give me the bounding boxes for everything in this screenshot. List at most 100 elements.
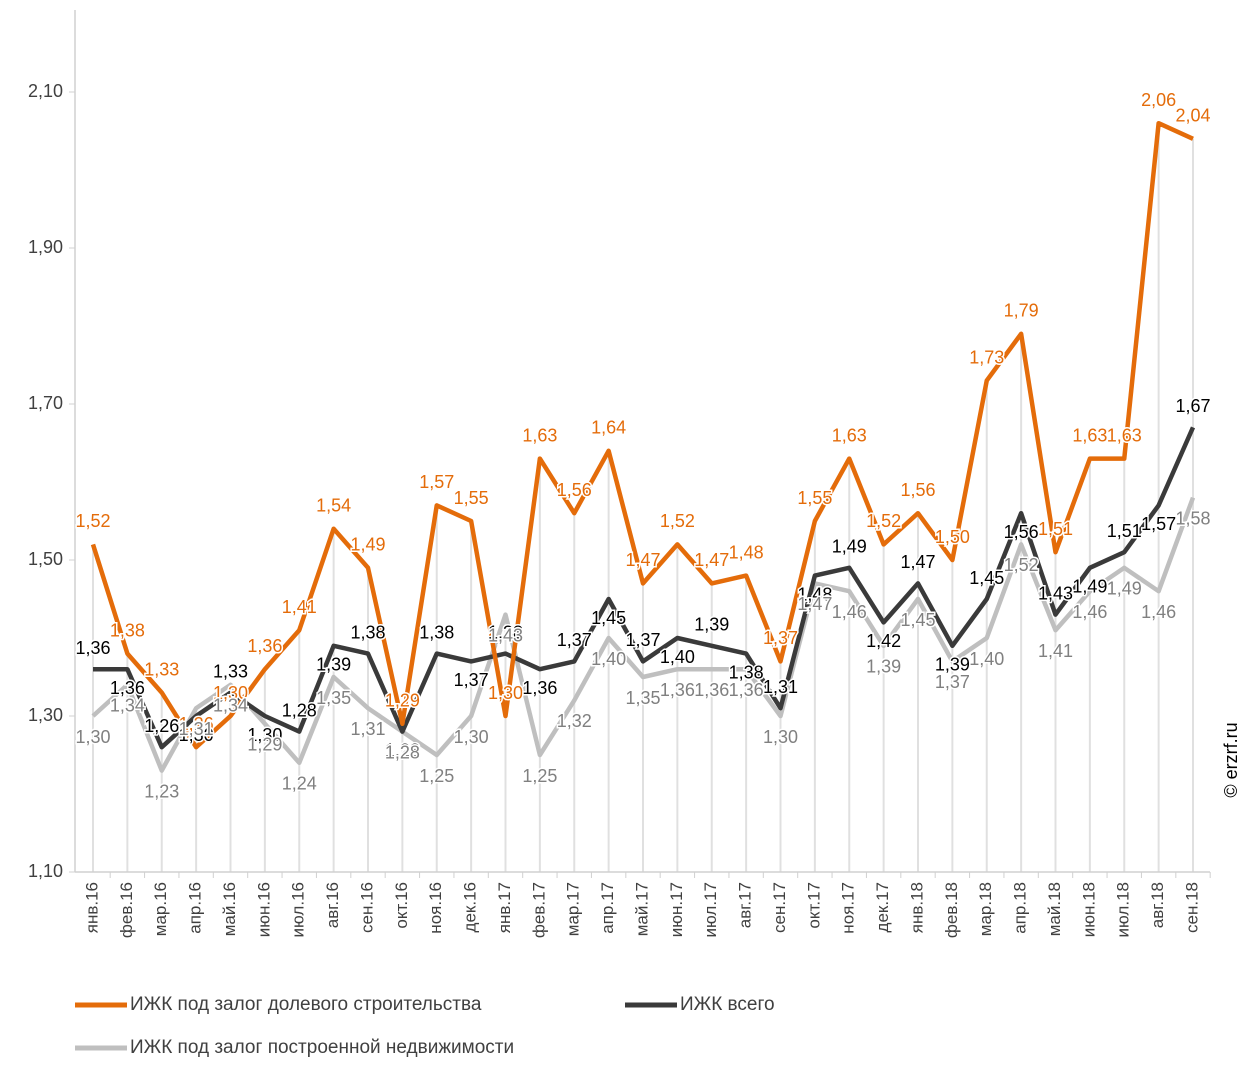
data-label: 1,39 [316, 655, 351, 675]
data-label: 1,30 [75, 727, 110, 747]
data-label: 1,49 [1107, 579, 1142, 599]
data-label: 1,45 [900, 610, 935, 630]
data-label: 1,32 [557, 711, 592, 731]
data-label: 1,37 [454, 670, 489, 690]
data-label: 1,31 [179, 719, 214, 739]
x-tick-label: фев.17 [529, 882, 548, 938]
data-label: 1,30 [763, 727, 798, 747]
x-tick-label: ноя.17 [839, 882, 858, 934]
data-label: 1,37 [625, 630, 660, 650]
data-label: 1,54 [316, 496, 351, 516]
data-label: 1,45 [969, 568, 1004, 588]
x-tick-label: мар.18 [976, 882, 995, 936]
x-tick-label: ноя.16 [426, 882, 445, 934]
data-label: 2,04 [1175, 106, 1210, 126]
data-label: 1,26 [179, 714, 214, 734]
data-label: 1,47 [694, 550, 729, 570]
data-label: 1,31 [763, 677, 798, 697]
data-label: 1,52 [1004, 555, 1039, 575]
data-label: 1,49 [832, 537, 867, 557]
y-tick-label: 1,90 [28, 237, 63, 257]
x-tick-label: сен.18 [1182, 882, 1201, 933]
data-label: 1,46 [1141, 602, 1176, 622]
data-label: 1,29 [247, 735, 282, 755]
data-label: 1,37 [557, 630, 592, 650]
series-line [93, 426, 1196, 750]
data-label: 1,55 [454, 488, 489, 508]
data-label: 1,41 [282, 597, 317, 617]
data-label: 1,35 [625, 688, 660, 708]
data-label: 1,40 [969, 649, 1004, 669]
data-label: 1,56 [557, 480, 592, 500]
data-label: 1,63 [1072, 425, 1107, 445]
x-tick-label: фев.16 [117, 882, 136, 938]
x-tick-label: июн.16 [254, 882, 273, 937]
data-label: 1,47 [900, 552, 935, 572]
data-label: 1,48 [729, 542, 764, 562]
x-tick-label: дек.16 [461, 882, 480, 932]
series-line [91, 496, 1196, 773]
data-label: 1,36 [75, 638, 110, 658]
y-tick-label: 1,70 [28, 393, 63, 413]
data-label: 1,48 [797, 584, 832, 604]
data-label: 1,30 [213, 683, 248, 703]
series-line [90, 120, 1194, 750]
data-label: 1,51 [1038, 519, 1073, 539]
x-tick-label: июл.18 [1114, 882, 1133, 937]
data-label: 1,28 [385, 740, 420, 760]
data-label: 1,64 [591, 418, 626, 438]
x-tick-label: авг.17 [736, 882, 755, 928]
data-label: 1,39 [866, 657, 901, 677]
data-label: 1,23 [144, 781, 179, 801]
data-label: 1,39 [694, 615, 729, 635]
x-tick-label: авг.16 [323, 882, 342, 928]
data-label: 1,55 [797, 488, 832, 508]
data-label: 1,45 [591, 608, 626, 628]
data-label: 1,28 [385, 742, 420, 762]
data-label: 1,38 [350, 622, 385, 642]
data-label: 1,28 [282, 700, 317, 720]
data-label: 1,52 [866, 511, 901, 531]
data-label: 1,46 [832, 602, 867, 622]
x-tick-label: янв.18 [907, 882, 926, 933]
y-tick-label: 1,10 [28, 861, 63, 881]
y-tick-label: 1,50 [28, 549, 63, 569]
data-label: 1,39 [935, 655, 970, 675]
legend-label: ИЖК всего [680, 994, 775, 1015]
x-tick-label: июн.17 [667, 882, 686, 937]
data-label: 1,57 [1141, 514, 1176, 534]
data-label: 1,79 [1004, 301, 1039, 321]
x-tick-label: апр.18 [1011, 882, 1030, 934]
data-label: 1,43 [1038, 583, 1073, 603]
data-label: 1,36 [729, 680, 764, 700]
data-label: 1,73 [969, 347, 1004, 367]
x-tick-label: май.18 [1045, 882, 1064, 936]
x-tick-label: мар.16 [151, 882, 170, 936]
data-label: 1,52 [660, 511, 695, 531]
data-label: 1,63 [1107, 425, 1142, 445]
data-label: 1,51 [1107, 521, 1142, 541]
data-label: 1,24 [282, 774, 317, 794]
data-label: 1,67 [1175, 396, 1210, 416]
data-label: 1,25 [419, 766, 454, 786]
data-label: 1,50 [935, 527, 970, 547]
data-label: 1,42 [866, 631, 901, 651]
data-label: 1,26 [144, 716, 179, 736]
data-label: 1,49 [1072, 577, 1107, 597]
data-label: 1,43 [488, 625, 523, 645]
data-label: 1,40 [591, 649, 626, 669]
data-label: 1,38 [729, 662, 764, 682]
data-label: 1,25 [522, 766, 557, 786]
legend-label: ИЖК под залог построенной недвижимости [130, 1037, 514, 1058]
data-label: 1,30 [488, 683, 523, 703]
data-label: 1,35 [316, 688, 351, 708]
data-label: 1,37 [763, 628, 798, 648]
x-tick-label: фев.18 [942, 882, 961, 938]
data-label: 2,06 [1141, 90, 1176, 110]
data-label: 1,56 [900, 480, 935, 500]
x-tick-label: май.16 [220, 882, 239, 936]
data-label: 1,47 [625, 550, 660, 570]
data-label: 1,56 [1004, 522, 1039, 542]
x-tick-label: дек.17 [873, 882, 892, 932]
y-tick-label: 2,10 [28, 81, 63, 101]
